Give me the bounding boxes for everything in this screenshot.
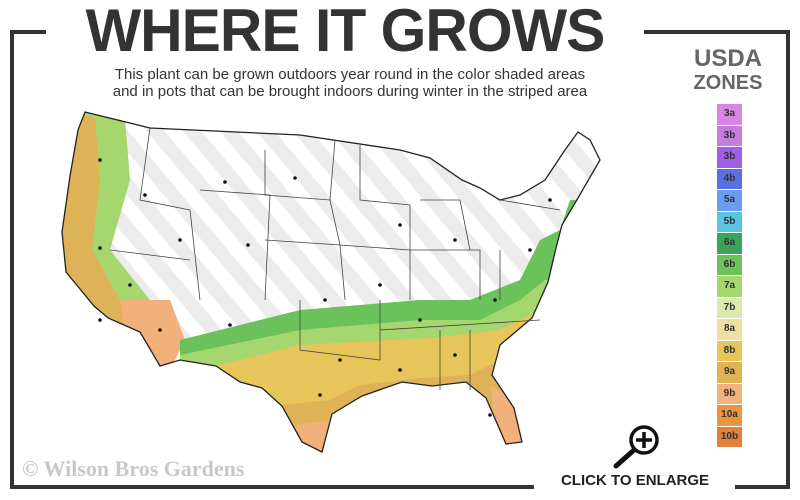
legend-swatch-9b: 9b [717, 383, 742, 404]
copyright-watermark: © Wilson Bros Gardens [22, 456, 245, 481]
legend-title-line: ZONES [693, 72, 763, 94]
legend-swatch-7a: 7a [717, 276, 742, 297]
frame-border [10, 485, 534, 489]
legend-swatch-7b: 7b [717, 297, 742, 318]
legend-swatch-3b: 3b [717, 125, 742, 146]
legend-swatch-8b: 8b [717, 340, 742, 361]
legend-swatch-6b: 6b [717, 254, 742, 275]
legend-swatch-6a: 6a [717, 233, 742, 254]
subtitle: This plant can be grown outdoors year ro… [40, 66, 660, 100]
subtitle-line: and in pots that can be brought indoors … [112, 83, 588, 100]
frame-border [735, 485, 790, 489]
legend-swatch-9a: 9a [717, 362, 742, 383]
legend-title-line: USDA [693, 45, 762, 72]
frame-border [10, 30, 14, 489]
city-markers [98, 158, 552, 417]
legend-swatch-3b: 3b [717, 147, 742, 168]
legend-swatch-5a: 5a [717, 190, 742, 211]
magnifier-plus-icon[interactable] [610, 422, 666, 470]
click-to-enlarge-button[interactable]: CLICK TO ENLARGE [560, 472, 710, 489]
frame-border [10, 30, 46, 34]
zone-legend: 3a 3b 3b 4b 5a 5b 6a 6b 7a 7b 8a 8b 9a 9b 10a 10b [717, 104, 742, 448]
page-title: WHERE IT GROWS [85, 0, 606, 64]
zone-region-9b [490, 385, 525, 450]
legend-swatch-10a: 10a [717, 405, 742, 426]
frame-border [786, 30, 790, 489]
legend-swatch-8a: 8a [717, 319, 742, 340]
legend-swatch-4b: 4b [717, 168, 742, 189]
state-borders [109, 127, 561, 390]
subtitle-line: This plant can be grown outdoors year ro… [114, 66, 586, 83]
legend-swatch-3a: 3a [717, 104, 742, 125]
legend-title: USDA ZONES [680, 46, 776, 96]
frame-border [644, 30, 790, 34]
legend-swatch-10b: 10b [717, 426, 742, 447]
legend-swatch-5b: 5b [717, 211, 742, 232]
